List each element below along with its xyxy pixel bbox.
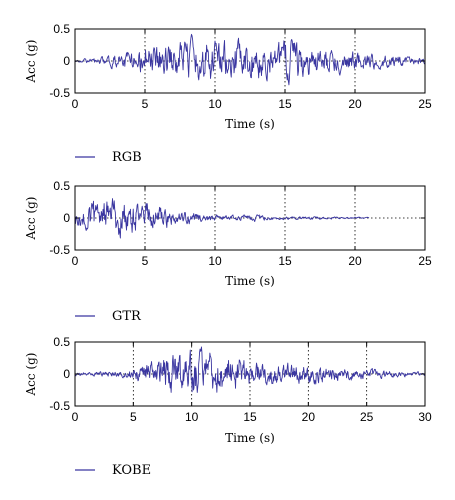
x-tick-label: 15 <box>278 97 292 111</box>
x-tick-label: 10 <box>208 254 222 268</box>
xlabel: Time (s) <box>225 431 275 445</box>
xlabel: Time (s) <box>225 117 275 131</box>
x-tick-label: 30 <box>418 410 432 424</box>
ylabel: Acc (g) <box>24 40 38 84</box>
x-tick-label: 5 <box>130 410 137 424</box>
x-tick-label: 10 <box>185 410 199 424</box>
series-line-rgb <box>74 33 426 86</box>
x-tick-label: 5 <box>142 97 149 111</box>
x-tick-label: 10 <box>208 97 222 111</box>
x-tick-label: 20 <box>348 97 362 111</box>
y-tick-label: -0.5 <box>49 86 70 100</box>
y-tick-label: 0.5 <box>53 22 70 36</box>
x-tick-label: 0 <box>72 410 79 424</box>
x-tick-label: 15 <box>243 410 257 424</box>
legend-label: GTR <box>112 309 142 324</box>
x-tick-label: 20 <box>302 410 316 424</box>
chart-panel-rgb: Acc (g) Time (s) RGB 0 5 10 15 20 250.50-0.5 <box>24 22 432 165</box>
chart-panel-kobe: Acc (g) Time (s) KOBE 0 5 10 15 20 25 300.50-0… <box>24 335 432 478</box>
y-tick-label: 0.5 <box>53 179 70 193</box>
series-line-kobe <box>74 346 426 393</box>
xlabel: Time (s) <box>225 274 275 288</box>
y-tick-label: -0.5 <box>49 243 70 257</box>
y-tick-label: 0 <box>63 54 70 68</box>
y-tick-label: 0.5 <box>53 335 70 349</box>
y-tick-label: 0 <box>63 367 70 381</box>
y-tick-label: 0 <box>63 211 70 225</box>
x-tick-label: 25 <box>418 97 432 111</box>
legend-label: KOBE <box>112 463 151 478</box>
x-tick-label: 15 <box>278 254 292 268</box>
chart-panel-gtr: Acc (g) Time (s) GTR 0 5 10 15 20 250.50-0.5 <box>24 179 432 324</box>
y-tick-label: -0.5 <box>49 399 70 413</box>
ylabel: Acc (g) <box>24 197 38 241</box>
legend-label: RGB <box>112 150 142 165</box>
x-tick-label: 20 <box>348 254 362 268</box>
x-tick-label: 0 <box>72 254 79 268</box>
x-tick-label: 5 <box>142 254 149 268</box>
x-tick-label: 25 <box>360 410 374 424</box>
x-tick-label: 0 <box>72 97 79 111</box>
ylabel: Acc (g) <box>24 353 38 397</box>
series-line-gtr <box>74 198 370 239</box>
x-tick-label: 25 <box>418 254 432 268</box>
